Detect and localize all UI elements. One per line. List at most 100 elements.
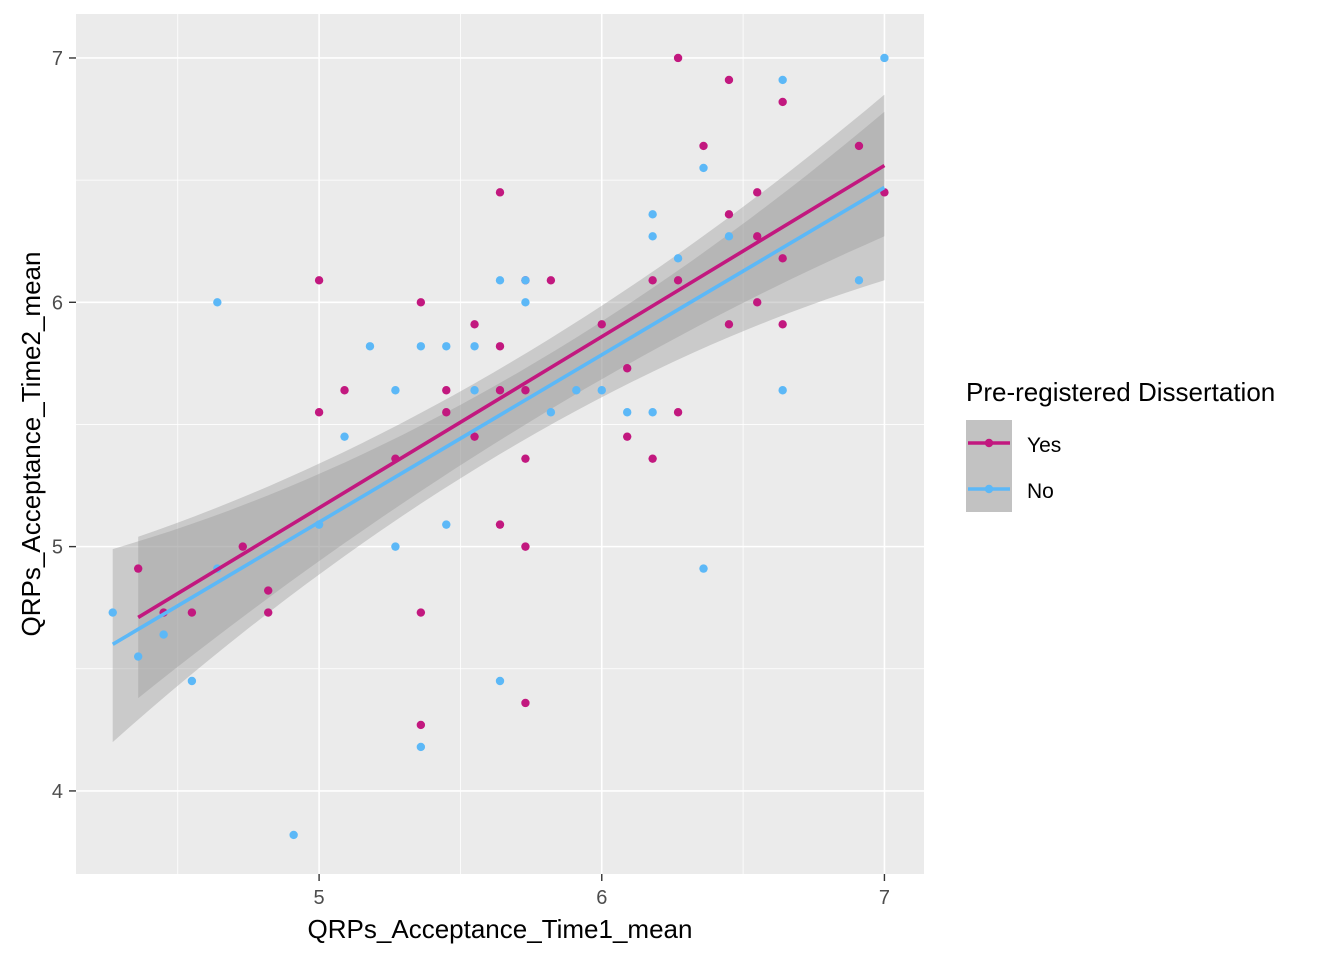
point-yes: [673, 276, 683, 285]
point-no: [648, 232, 657, 241]
legend-keys: [966, 420, 1012, 512]
point-yes: [495, 386, 505, 395]
point-yes: [442, 386, 451, 395]
panel-background: [76, 14, 924, 874]
point-yes: [724, 210, 734, 219]
point-no: [187, 676, 197, 686]
confidence-bands: [112, 94, 885, 743]
point-yes: [778, 97, 787, 107]
point-yes: [546, 276, 556, 285]
point-no: [470, 342, 479, 351]
point-yes: [521, 386, 530, 395]
y-axis-title: QRPs_Acceptance_Time2_mean: [16, 252, 46, 637]
legend-title: Pre-registered Dissertation: [966, 377, 1275, 407]
point-no: [159, 630, 168, 639]
point-yes: [724, 75, 734, 85]
legend-key-point-yes: [984, 438, 994, 448]
point-yes: [264, 608, 273, 617]
point-no: [213, 298, 222, 307]
point-no: [495, 276, 505, 285]
point-no: [778, 386, 787, 395]
point-no: [416, 342, 426, 351]
point-yes: [416, 298, 426, 307]
point-yes: [495, 520, 505, 529]
axis-ticks: [69, 57, 886, 881]
point-yes: [238, 542, 247, 551]
point-no: [365, 342, 375, 351]
point-no: [442, 520, 451, 529]
major-grid: [76, 14, 924, 874]
point-yes: [416, 720, 426, 730]
point-no: [699, 163, 708, 173]
point-no: [133, 652, 143, 661]
point-yes: [648, 276, 657, 285]
point-yes: [597, 320, 606, 329]
point-yes: [623, 432, 632, 441]
point-yes: [264, 586, 273, 595]
point-no: [391, 542, 400, 551]
fit-line-yes: [137, 163, 886, 620]
point-yes: [470, 320, 479, 329]
point-no: [289, 830, 298, 840]
x-tick-label: 5: [314, 887, 325, 909]
point-no: [416, 742, 426, 752]
fit-line-no: [111, 185, 886, 646]
point-no: [391, 386, 400, 395]
point-yes: [673, 53, 683, 63]
point-yes: [778, 320, 787, 329]
point-yes: [187, 608, 197, 617]
point-yes: [416, 608, 426, 617]
tick-labels: 5 6 7 4 5 6 7: [52, 48, 890, 909]
point-no: [648, 210, 657, 219]
confidence-band-no: [112, 111, 885, 743]
point-no: [699, 564, 708, 573]
point-yes: [521, 454, 530, 463]
point-no: [597, 386, 606, 395]
point-no: [521, 276, 530, 285]
fit-lines: [111, 163, 886, 646]
point-yes: [495, 188, 505, 197]
x-axis-title: QRPs_Acceptance_Time1_mean: [308, 914, 693, 944]
point-yes: [673, 408, 683, 417]
legend: Pre-registered Dissertation Yes No: [966, 377, 1275, 512]
point-no: [572, 386, 581, 395]
point-no: [495, 676, 505, 686]
point-yes: [442, 408, 451, 417]
point-yes: [521, 698, 530, 708]
point-yes: [724, 320, 734, 329]
point-no: [854, 276, 864, 285]
point-yes: [778, 254, 787, 263]
point-no: [442, 342, 451, 351]
y-tick-label: 7: [52, 48, 63, 70]
point-yes: [648, 454, 657, 463]
x-tick-label: 7: [879, 887, 890, 909]
point-yes: [470, 432, 479, 441]
point-no: [546, 408, 556, 417]
point-yes: [314, 408, 324, 417]
legend-key-background: [966, 420, 1012, 512]
legend-key-point-no: [984, 484, 994, 494]
point-no: [648, 408, 657, 417]
point-yes: [699, 141, 708, 151]
legend-label-no: No: [1027, 480, 1054, 503]
y-tick-label: 5: [52, 537, 63, 559]
y-tick-label: 6: [52, 292, 63, 314]
data-points: [108, 53, 889, 840]
point-yes: [854, 141, 864, 151]
y-tick-label: 4: [52, 781, 63, 803]
point-no: [623, 408, 632, 417]
point-no: [724, 232, 734, 241]
point-yes: [753, 188, 762, 197]
point-no: [778, 75, 787, 85]
point-no: [340, 432, 349, 441]
point-yes: [314, 276, 324, 285]
point-no: [521, 298, 530, 307]
point-yes: [623, 364, 632, 373]
confidence-band-yes: [138, 94, 885, 699]
point-yes: [753, 232, 762, 241]
point-yes: [495, 342, 505, 351]
point-yes: [340, 386, 349, 395]
point-yes: [521, 542, 530, 551]
x-tick-label: 6: [596, 887, 607, 909]
